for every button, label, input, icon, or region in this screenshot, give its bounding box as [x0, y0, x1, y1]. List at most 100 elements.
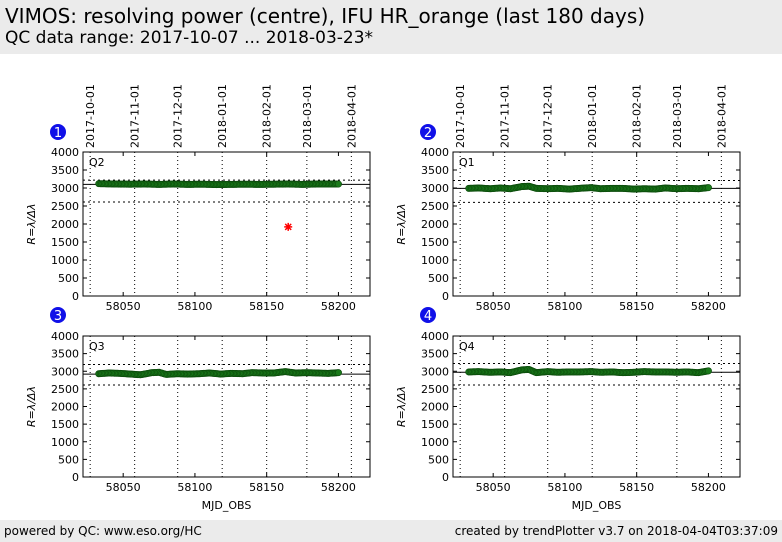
date-tick-label: 2017-12-01 — [172, 84, 185, 148]
y-tick-label: 4000 — [421, 330, 449, 343]
y-tick-label: 2000 — [51, 401, 79, 414]
x-tick-label: 58150 — [619, 481, 654, 494]
y-tick-label: 1000 — [51, 436, 79, 449]
report-footer: powered by QC: www.eso.org/HC created by… — [0, 520, 782, 542]
date-tick-label: 2018-03-01 — [671, 84, 684, 148]
y-tick-label: 3500 — [51, 348, 79, 361]
y-tick-label: 500 — [428, 272, 449, 285]
y-tick-label: 1500 — [421, 418, 449, 431]
y-tick-label: 2500 — [51, 200, 79, 213]
date-tick-label: 2017-10-01 — [84, 84, 97, 148]
page-title: VIMOS: resolving power (centre), IFU HR_… — [5, 4, 646, 28]
y-axis-label: R=λ/Δλ — [25, 386, 38, 427]
date-tick-label: 2017-12-01 — [542, 84, 555, 148]
y-tick-label: 3500 — [421, 164, 449, 177]
y-tick-label: 3000 — [51, 365, 79, 378]
y-axis-label: R=λ/Δλ — [25, 203, 38, 244]
data-point — [334, 369, 342, 377]
y-tick-label: 0 — [72, 290, 79, 303]
plot-frame — [82, 335, 371, 478]
x-tick-label: 58100 — [547, 481, 582, 494]
quadrant-label: Q4 — [459, 340, 475, 353]
chart-panel-2: 0 500 1000 1500 2000 2500 3000 3500 4000 58050 581… — [395, 84, 741, 313]
x-tick-label: 58050 — [476, 481, 511, 494]
y-tick-label: 1000 — [51, 254, 79, 267]
x-tick-label: 58200 — [691, 481, 726, 494]
x-tick-label: 58150 — [619, 300, 654, 313]
page-subtitle: QC data range: 2017-10-07 ... 2018-03-23… — [5, 28, 374, 48]
report-header: VIMOS: resolving power (centre), IFU HR_… — [0, 0, 782, 54]
date-tick-label: 2018-01-01 — [216, 84, 229, 148]
y-tick-label: 3500 — [421, 348, 449, 361]
y-tick-label: 4000 — [421, 146, 449, 159]
chart-panel-3: 0 500 1000 1500 2000 2500 3000 3500 4000 58050 581… — [25, 307, 371, 512]
panel-badge-number: 1 — [54, 126, 62, 141]
date-tick-label: 2018-01-01 — [586, 84, 599, 148]
date-tick-label: 2018-02-01 — [261, 84, 274, 148]
y-tick-label: 2000 — [421, 218, 449, 231]
date-tick-label: 2018-04-01 — [715, 84, 728, 148]
date-tick-label: 2017-11-01 — [129, 84, 142, 148]
x-tick-label: 58200 — [691, 300, 726, 313]
date-tick-label: 2017-11-01 — [499, 84, 512, 148]
y-tick-label: 500 — [58, 272, 79, 285]
data-point — [704, 184, 712, 192]
y-tick-label: 2500 — [421, 383, 449, 396]
outlier-point — [284, 222, 293, 231]
date-tick-label: 2017-10-01 — [454, 84, 467, 148]
y-tick-label: 4000 — [51, 146, 79, 159]
x-tick-label: 58100 — [177, 481, 212, 494]
y-tick-label: 0 — [72, 471, 79, 484]
panel-badge — [50, 307, 66, 323]
quadrant-label: Q1 — [459, 156, 475, 169]
x-tick-label: 58200 — [321, 481, 356, 494]
chart-panel-1: 0 500 1000 1500 2000 2500 3000 3500 4000 58050 581… — [25, 84, 371, 313]
plot-frame — [452, 335, 741, 478]
x-tick-label: 58150 — [249, 481, 284, 494]
y-tick-label: 500 — [428, 453, 449, 466]
y-tick-label: 500 — [58, 453, 79, 466]
y-tick-label: 2000 — [421, 401, 449, 414]
y-tick-label: 4000 — [51, 330, 79, 343]
y-tick-label: 1500 — [421, 236, 449, 249]
panel-badge-number: 4 — [424, 309, 432, 324]
y-tick-label: 2500 — [51, 383, 79, 396]
y-tick-label: 1500 — [51, 418, 79, 431]
panel-badge-number: 2 — [424, 126, 432, 141]
panel-badge — [50, 124, 66, 140]
data-point — [334, 180, 342, 188]
y-tick-label: 3000 — [421, 365, 449, 378]
y-tick-label: 2500 — [421, 200, 449, 213]
x-tick-label: 58050 — [476, 300, 511, 313]
x-axis-label: MJD_OBS — [202, 499, 252, 512]
x-tick-label: 58150 — [249, 300, 284, 313]
panel-badge — [420, 124, 436, 140]
x-axis-label: MJD_OBS — [572, 499, 622, 512]
y-axis-label: R=λ/Δλ — [395, 386, 408, 427]
y-tick-label: 3000 — [421, 182, 449, 195]
y-tick-label: 0 — [442, 471, 449, 484]
y-tick-label: 0 — [442, 290, 449, 303]
y-tick-label: 1000 — [421, 254, 449, 267]
panel-badge — [420, 307, 436, 323]
chart-panel-4: 0 500 1000 1500 2000 2500 3000 3500 4000 58050 581… — [395, 307, 741, 512]
quadrant-label: Q3 — [89, 340, 105, 353]
plot-frame — [82, 151, 371, 297]
y-axis-label: R=λ/Δλ — [395, 203, 408, 244]
y-tick-label: 2000 — [51, 218, 79, 231]
y-tick-label: 1500 — [51, 236, 79, 249]
plot-frame — [452, 151, 741, 297]
date-tick-label: 2018-03-01 — [301, 84, 314, 148]
x-tick-label: 58200 — [321, 300, 356, 313]
data-point — [704, 367, 712, 375]
y-tick-label: 1000 — [421, 436, 449, 449]
y-tick-label: 3000 — [51, 182, 79, 195]
panel-badge-number: 3 — [54, 309, 62, 324]
y-tick-label: 3500 — [51, 164, 79, 177]
footer-powered-by: powered by QC: www.eso.org/HC — [4, 524, 202, 538]
x-tick-label: 58100 — [177, 300, 212, 313]
footer-created-by: created by trendPlotter v3.7 on 2018-04-… — [454, 524, 778, 538]
date-tick-label: 2018-04-01 — [345, 84, 358, 148]
x-tick-label: 58050 — [106, 481, 141, 494]
